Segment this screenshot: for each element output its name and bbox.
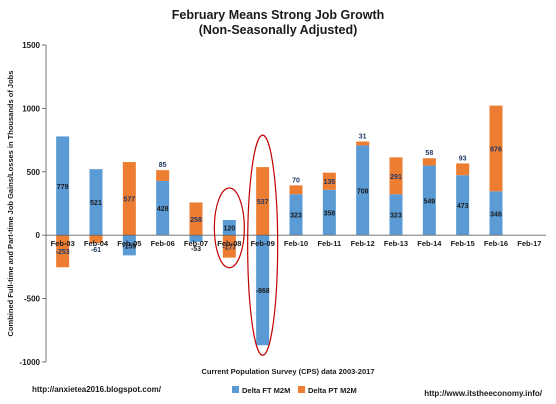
highlight-ellipse (247, 134, 279, 356)
data-label: 473 (457, 203, 469, 210)
data-label: 521 (90, 200, 102, 207)
bar-delta-pt (189, 202, 203, 236)
bar-delta-pt (222, 235, 236, 258)
data-label: 779 (57, 184, 69, 191)
data-label: 323 (390, 213, 402, 220)
data-label: 93 (459, 155, 467, 162)
data-label: 70 (292, 177, 300, 184)
data-label: 708 (357, 188, 369, 195)
bar-delta-pt (422, 158, 436, 166)
data-label: 323 (290, 213, 302, 220)
bar-delta-ft (422, 165, 436, 236)
data-label: 120 (223, 226, 235, 233)
x-tick-label: Feb-09 (251, 239, 275, 248)
bar-delta-pt (122, 162, 136, 236)
legend-label: Delta PT M2M (308, 386, 357, 395)
bar-delta-pt (456, 163, 470, 176)
data-label: -868 (256, 288, 270, 295)
bar-delta-pt (256, 167, 270, 236)
chart-title: February Means Strong Job Growth (171, 8, 385, 22)
legend-swatch (298, 386, 305, 393)
data-label: 358 (323, 211, 335, 218)
bar-delta-ft (222, 219, 236, 236)
x-tick-label: Feb-04 (84, 239, 109, 248)
data-label: 428 (157, 206, 169, 213)
bar-delta-pt (56, 235, 70, 268)
bar-delta-ft (56, 136, 70, 236)
x-tick-label: Feb-15 (451, 239, 475, 248)
bar-delta-pt (289, 185, 303, 195)
data-label: 135 (323, 179, 335, 186)
y-axis-title: Combined Full-time and Part-time Job Gai… (6, 71, 15, 337)
x-tick-label: Feb-05 (117, 239, 141, 248)
x-tick-label: Feb-06 (151, 239, 175, 248)
footer-left-url: http://anxietea2016.blogspot.com/ (32, 385, 161, 394)
x-tick-label: Feb-10 (284, 239, 308, 248)
data-label: 31 (359, 133, 367, 140)
data-label: -61 (91, 247, 101, 254)
data-label: 58 (425, 150, 433, 157)
y-tick-label: -1000 (20, 358, 41, 367)
bar-delta-pt (356, 141, 370, 146)
y-tick-label: 1000 (22, 104, 40, 113)
data-label: 537 (257, 199, 269, 206)
data-label: 258 (190, 217, 202, 224)
bar-delta-ft (289, 194, 303, 236)
data-label: -53 (191, 246, 201, 253)
y-tick-label: -500 (24, 295, 41, 304)
bar-delta-ft (389, 194, 403, 236)
x-tick-label: Feb-13 (384, 239, 408, 248)
y-tick-label: 1500 (22, 41, 40, 50)
bar-delta-pt (89, 235, 103, 243)
data-label: 346 (490, 211, 502, 218)
x-tick-label: Feb-11 (317, 239, 341, 248)
bar-delta-pt (156, 170, 170, 181)
footer-right-url: http://www.itstheeconomy.info/ (424, 389, 542, 398)
bar-delta-ft (489, 191, 503, 236)
legend-swatch (232, 386, 239, 393)
data-label: -177 (222, 244, 236, 251)
bar-delta-ft (456, 175, 470, 236)
bar-delta-ft (156, 180, 170, 236)
x-tick-label: Feb-12 (351, 239, 375, 248)
x-axis-title: Current Population Survey (CPS) data 200… (202, 367, 375, 376)
bar-delta-pt (389, 157, 403, 195)
data-label: -253 (56, 249, 70, 256)
highlight-ellipse (213, 187, 245, 269)
data-label: 85 (159, 162, 167, 169)
y-tick-label: 0 (36, 231, 41, 240)
chart-subtitle: (Non-Seasonally Adjusted) (198, 23, 358, 37)
legend-label: Delta FT M2M (242, 386, 290, 395)
bar-delta-ft (89, 169, 103, 236)
data-label: 549 (423, 198, 435, 205)
data-label: -159 (122, 243, 136, 250)
x-tick-label: Feb-16 (484, 239, 508, 248)
x-tick-label: Feb-08 (217, 239, 241, 248)
bar-delta-pt (322, 172, 336, 190)
bar-delta-ft (356, 145, 370, 236)
data-label: 577 (123, 197, 135, 204)
bar-delta-pt (489, 105, 503, 192)
x-tick-label: Feb-07 (184, 239, 208, 248)
bar-delta-ft (122, 235, 136, 256)
bar-delta-ft (256, 235, 270, 346)
x-tick-label: Feb-17 (517, 239, 541, 248)
y-tick-label: 500 (27, 168, 41, 177)
x-tick-label: Feb-14 (417, 239, 442, 248)
bar-delta-ft (322, 189, 336, 236)
x-tick-label: Feb-03 (51, 239, 75, 248)
data-label: 291 (390, 174, 402, 181)
bar-delta-ft (189, 235, 203, 242)
data-label: 676 (490, 146, 502, 153)
